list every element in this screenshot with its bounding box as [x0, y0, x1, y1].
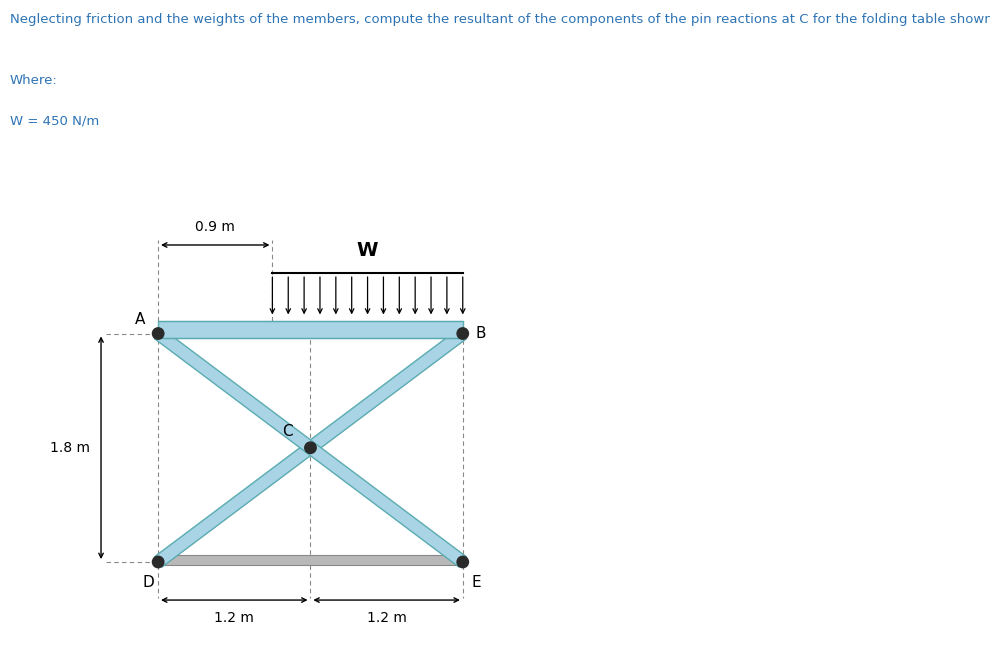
- Text: W: W: [356, 241, 378, 260]
- Text: 0.9 m: 0.9 m: [195, 219, 236, 234]
- Bar: [158, 556, 462, 565]
- Text: B: B: [475, 326, 486, 341]
- Circle shape: [457, 556, 468, 568]
- Text: 1.2 m: 1.2 m: [215, 611, 254, 625]
- Text: Neglecting friction and the weights of the members, compute the resultant of the: Neglecting friction and the weights of t…: [10, 13, 990, 26]
- Circle shape: [457, 328, 468, 340]
- Text: A: A: [135, 312, 146, 327]
- Text: 1.8 m: 1.8 m: [50, 441, 90, 455]
- Polygon shape: [154, 328, 466, 567]
- Text: C: C: [282, 424, 293, 439]
- Circle shape: [152, 556, 164, 568]
- Circle shape: [152, 328, 164, 340]
- Bar: [158, 321, 462, 338]
- Text: Where:: Where:: [10, 74, 57, 87]
- Text: W = 450 N/m: W = 450 N/m: [10, 114, 99, 127]
- Text: E: E: [471, 574, 481, 590]
- Polygon shape: [154, 328, 466, 567]
- Circle shape: [305, 442, 316, 454]
- Text: D: D: [143, 574, 154, 590]
- Text: 1.2 m: 1.2 m: [366, 611, 407, 625]
